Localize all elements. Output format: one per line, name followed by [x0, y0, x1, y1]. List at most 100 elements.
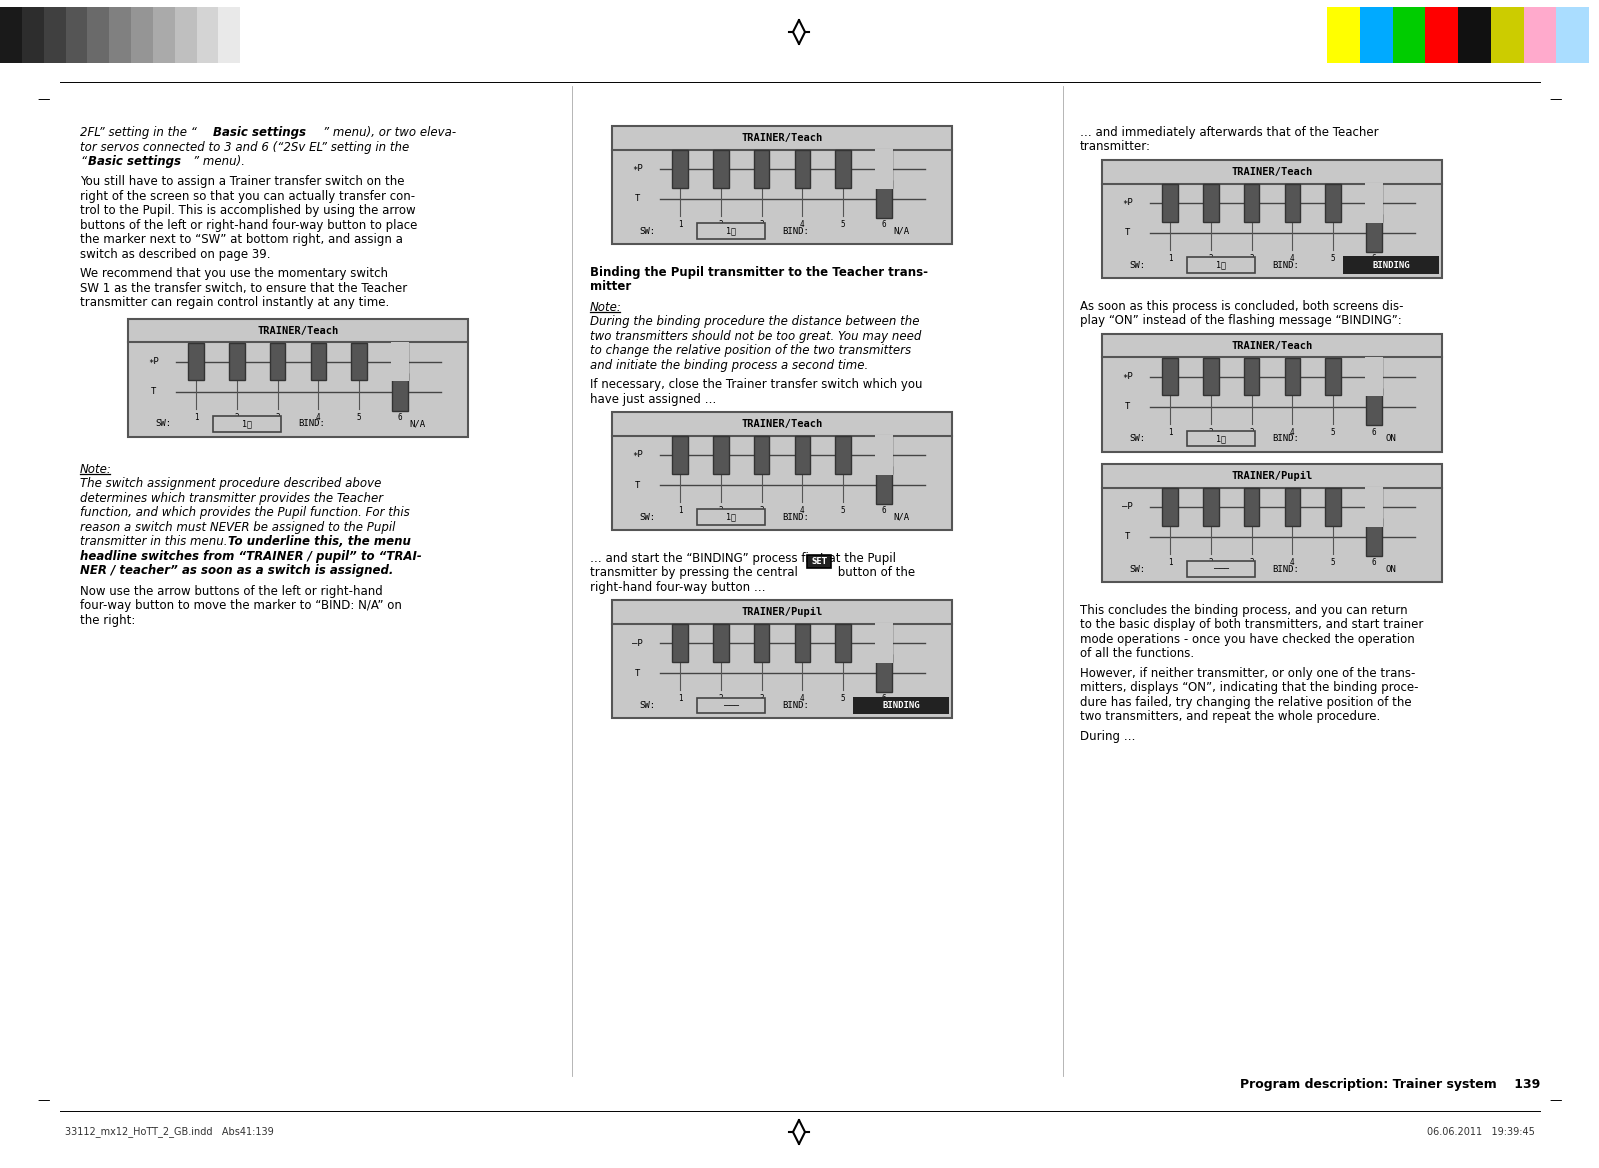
Text: 5: 5 [357, 413, 361, 422]
Text: 4: 4 [317, 413, 321, 422]
Bar [795, 436, 811, 474]
Text: 3: 3 [1249, 427, 1254, 437]
Text: ∗P: ∗P [149, 357, 158, 366]
Text: ” menu).: ” menu). [193, 155, 245, 168]
Bar [1244, 357, 1260, 395]
Bar [1366, 357, 1382, 395]
Bar [1425, 7, 1458, 63]
Text: BIND:: BIND: [782, 227, 809, 236]
Text: 3: 3 [1249, 255, 1254, 263]
Bar [835, 625, 851, 662]
Text: N/A: N/A [892, 513, 910, 522]
Bar [1366, 388, 1382, 425]
Text: to change the relative position of the two transmitters: to change the relative position of the t… [590, 345, 911, 357]
Text: ∗P: ∗P [632, 165, 643, 173]
Bar [713, 436, 729, 474]
Bar [88, 7, 109, 63]
Text: tor servos connected to 3 and 6 (“2Sv EL” setting in the: tor servos connected to 3 and 6 (“2Sv EL… [80, 140, 409, 153]
Text: –P: –P [632, 639, 643, 647]
Text: –––: ––– [723, 701, 739, 710]
Bar [876, 436, 892, 474]
Text: 3: 3 [760, 695, 764, 703]
Bar [392, 343, 408, 381]
Bar [1202, 183, 1218, 222]
Text: 5: 5 [841, 220, 846, 229]
Bar [753, 150, 769, 188]
Bar [1343, 256, 1439, 273]
Text: 1⑃: 1⑃ [1215, 434, 1226, 444]
Text: TRAINER/Teach: TRAINER/Teach [742, 419, 822, 429]
Text: However, if neither transmitter, or only one of the trans-: However, if neither transmitter, or only… [1079, 667, 1415, 680]
Bar [672, 625, 688, 662]
Text: TRAINER/Teach: TRAINER/Teach [257, 326, 339, 335]
Text: 6: 6 [398, 413, 403, 422]
Text: 2: 2 [718, 695, 723, 703]
Bar [1102, 334, 1442, 452]
Text: This concludes the binding process, and you can return: This concludes the binding process, and … [1079, 604, 1407, 617]
Text: 4: 4 [800, 220, 804, 229]
Text: transmitter in this menu.: transmitter in this menu. [80, 535, 232, 549]
Text: 2: 2 [718, 506, 723, 515]
Bar [66, 7, 88, 63]
Text: 6: 6 [881, 506, 886, 515]
Text: ON: ON [1386, 564, 1396, 573]
Text: T: T [1124, 533, 1130, 542]
Text: transmitter by pressing the central: transmitter by pressing the central [590, 566, 801, 579]
Bar [876, 466, 892, 503]
Text: 4: 4 [1290, 558, 1295, 566]
Bar [1202, 357, 1218, 395]
Bar [131, 7, 154, 63]
Text: SW:: SW: [640, 513, 656, 522]
Text: T: T [635, 480, 640, 489]
Text: SET: SET [811, 557, 827, 566]
Text: of all the functions.: of all the functions. [1079, 647, 1194, 660]
Text: 2: 2 [1209, 558, 1214, 566]
Bar [1366, 519, 1382, 556]
Bar [1359, 7, 1393, 63]
Text: 6: 6 [1372, 558, 1377, 566]
Text: reason a switch must NEVER be assigned to the Pupil: reason a switch must NEVER be assigned t… [80, 521, 395, 534]
Text: the marker next to “SW” at bottom right, and assign a: the marker next to “SW” at bottom right,… [80, 234, 403, 246]
Bar [128, 319, 469, 437]
Bar [0, 7, 22, 63]
Text: right-hand four-way button …: right-hand four-way button … [590, 580, 766, 593]
Polygon shape [793, 20, 804, 44]
Text: BIND:: BIND: [1271, 564, 1298, 573]
Bar [876, 625, 892, 662]
Text: play “ON” instead of the flashing message “BINDING”:: play “ON” instead of the flashing messag… [1079, 314, 1402, 327]
Bar [1393, 7, 1425, 63]
Text: 4: 4 [800, 506, 804, 515]
Bar [1366, 488, 1382, 526]
Text: T: T [635, 669, 640, 677]
Bar [1284, 488, 1300, 526]
Bar [835, 150, 851, 188]
Text: 3: 3 [275, 413, 280, 422]
Text: 1: 1 [678, 506, 683, 515]
Bar [875, 624, 892, 663]
Bar [22, 7, 43, 63]
Text: SW:: SW: [1129, 260, 1145, 270]
Bar [697, 223, 764, 238]
Text: During the binding procedure the distance between the: During the binding procedure the distanc… [590, 315, 919, 328]
Text: button of the: button of the [835, 566, 915, 579]
Bar [270, 343, 286, 381]
Text: –P: –P [1122, 502, 1132, 512]
Text: mode operations - once you have checked the operation: mode operations - once you have checked … [1079, 633, 1415, 646]
Bar [213, 416, 281, 431]
Text: SW:: SW: [1129, 564, 1145, 573]
Polygon shape [793, 1120, 804, 1143]
Text: ON: ON [1386, 434, 1396, 444]
Text: 2: 2 [1209, 255, 1214, 263]
Text: SW:: SW: [640, 701, 656, 710]
Bar [1162, 183, 1178, 222]
Text: If necessary, close the Trainer transfer switch which you: If necessary, close the Trainer transfer… [590, 378, 923, 391]
Bar [1102, 160, 1442, 278]
Text: 5: 5 [841, 695, 846, 703]
Text: 5: 5 [1330, 558, 1335, 566]
Text: 1: 1 [678, 695, 683, 703]
Text: —: — [38, 93, 50, 106]
Bar [1556, 7, 1589, 63]
Text: transmitter:: transmitter: [1079, 140, 1151, 153]
Bar [795, 150, 811, 188]
Text: During …: During … [1079, 730, 1135, 743]
